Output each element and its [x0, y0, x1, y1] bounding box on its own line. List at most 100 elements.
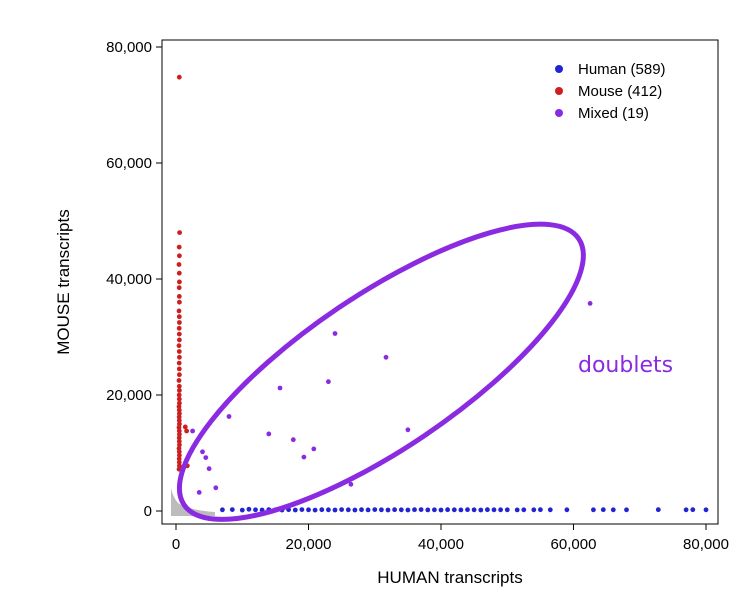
mouse-point — [176, 439, 182, 444]
mouse-point — [176, 343, 182, 349]
background-cell-cloud — [171, 488, 215, 516]
y-tick-label: 60,000 — [106, 155, 152, 172]
human-point — [405, 507, 411, 513]
human-point — [498, 507, 503, 513]
human-point — [332, 507, 338, 513]
mouse-point — [177, 388, 182, 393]
mouse-point — [177, 279, 182, 285]
mouse-point — [176, 294, 182, 299]
mixed-legend-label: Mixed (19) — [578, 105, 649, 122]
human-point — [326, 507, 331, 513]
mouse-point — [177, 400, 182, 406]
axes: 0 20,000 40,000 60,000 80,000 0 20,000 40,000 60… — [106, 39, 729, 553]
mouse-point — [176, 459, 182, 465]
mixed-point — [405, 427, 411, 433]
human-point — [229, 507, 235, 512]
mouse-point — [176, 262, 182, 267]
human-point — [359, 507, 364, 513]
human-point — [425, 507, 431, 513]
mixed-point — [348, 481, 354, 487]
human-point — [458, 507, 464, 513]
mouse-point — [176, 285, 182, 291]
mouse-point — [176, 407, 182, 413]
mouse-point — [176, 414, 182, 420]
mouse-point — [176, 418, 182, 423]
plot-frame — [161, 39, 719, 525]
mouse-point — [177, 253, 182, 259]
mouse-point — [176, 325, 182, 331]
human-point — [610, 507, 616, 513]
x-tick-label: 20,000 — [286, 536, 332, 553]
human-point — [538, 507, 543, 513]
mouse-point — [176, 396, 182, 402]
mixed-point — [311, 446, 317, 452]
human-point — [504, 507, 510, 513]
mouse-point — [184, 428, 190, 434]
mouse-point — [177, 372, 182, 378]
mouse-point — [177, 354, 182, 360]
mouse-point — [177, 320, 182, 325]
mouse-point — [176, 74, 182, 80]
human-legend-label: Human (589) — [578, 61, 666, 78]
mouse-point — [176, 404, 182, 409]
mixed-point — [213, 485, 219, 491]
human-point — [451, 507, 457, 513]
human-point — [564, 507, 570, 513]
human-point — [372, 507, 378, 512]
mixed-point — [301, 454, 307, 460]
human-point — [239, 507, 245, 513]
human-point — [514, 507, 520, 513]
x-axis-title: HUMAN transcripts — [377, 568, 522, 587]
human-point — [547, 507, 553, 513]
mouse-legend-marker — [555, 87, 563, 95]
human-point — [690, 507, 696, 513]
human-point — [418, 507, 424, 512]
human-point — [412, 507, 417, 513]
human-point — [319, 507, 325, 513]
mouse-point — [176, 456, 182, 462]
mouse-point — [176, 428, 182, 434]
mouse-point — [176, 308, 182, 314]
human-point — [624, 507, 629, 513]
y-tick-label: 20,000 — [106, 387, 152, 404]
human-point — [246, 506, 252, 512]
background-cloud-shape — [171, 488, 215, 516]
human-point — [385, 507, 391, 513]
mouse-point — [177, 337, 182, 343]
mouse-point — [177, 411, 182, 416]
mouse-point — [182, 424, 188, 430]
human-point — [299, 507, 305, 512]
human-point — [471, 507, 477, 513]
mixed-point — [290, 437, 296, 443]
doublets-annotation: doublets — [176, 221, 673, 522]
mixed-point — [200, 449, 205, 455]
human-point — [655, 507, 661, 513]
human-point — [703, 507, 709, 513]
human-point — [345, 507, 351, 513]
mixed-point — [203, 455, 209, 460]
mouse-point — [177, 299, 182, 305]
human-point — [591, 507, 596, 513]
human-point — [312, 507, 318, 513]
human-point — [398, 507, 404, 513]
mixed-legend-marker — [555, 109, 563, 117]
y-axis-title: MOUSE transcripts — [54, 209, 73, 354]
human-point — [392, 507, 397, 513]
human-point — [683, 507, 689, 513]
human-point — [339, 507, 344, 512]
x-tick-label: 40,000 — [418, 536, 464, 553]
mouse-point — [177, 421, 182, 427]
human-point — [600, 507, 606, 513]
mouse-point — [176, 366, 182, 372]
human-point — [306, 507, 311, 513]
x-tick-label: 80,000 — [683, 536, 729, 553]
human-point — [432, 507, 437, 513]
mouse-point — [176, 314, 182, 320]
human-point — [379, 507, 384, 513]
human-point — [445, 507, 450, 513]
data-points — [176, 74, 709, 513]
mouse-point — [176, 244, 182, 250]
y-tick-label: 40,000 — [106, 271, 152, 288]
x-tick-label: 0 — [172, 536, 180, 553]
